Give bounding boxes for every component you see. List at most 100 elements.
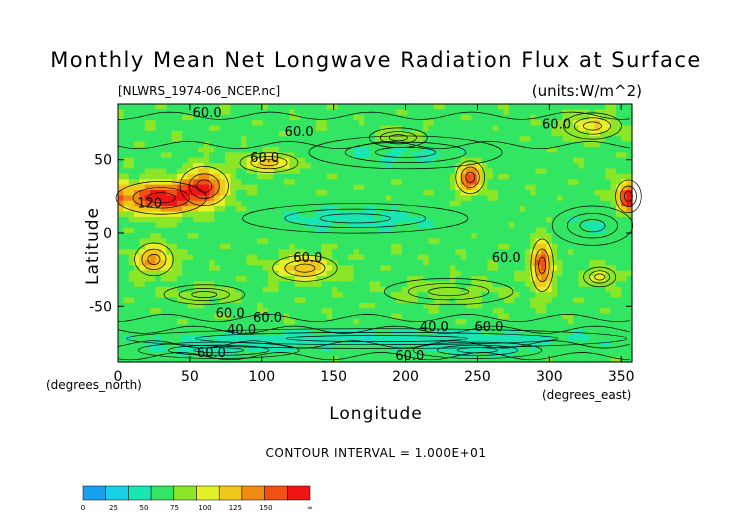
heatmap-cell — [540, 297, 547, 304]
heatmap-cell — [283, 243, 290, 250]
heatmap-cell — [423, 319, 430, 325]
heatmap-cell — [316, 297, 323, 304]
heatmap-cell — [144, 356, 151, 363]
heatmap-cell — [246, 286, 253, 293]
heatmap-cell — [166, 249, 173, 256]
heatmap-cell — [203, 319, 210, 325]
heatmap-cell — [423, 233, 430, 239]
heatmap-cell — [278, 216, 285, 223]
heatmap-cell — [209, 276, 215, 282]
heatmap-cell — [396, 233, 403, 239]
heatmap-cell — [278, 356, 285, 363]
heatmap-cell — [342, 233, 349, 239]
heatmap-cell — [433, 130, 440, 137]
heatmap-cell — [444, 200, 451, 207]
heatmap-cell — [358, 222, 365, 229]
heatmap-cell — [257, 168, 264, 175]
heatmap-cell — [530, 302, 537, 309]
heatmap-cell — [300, 286, 306, 293]
heatmap-cell — [385, 335, 392, 342]
heatmap-cell — [466, 329, 472, 336]
heatmap-cell — [139, 104, 146, 110]
heatmap-cell — [187, 319, 194, 325]
heatmap-cell — [583, 302, 590, 309]
heatmap-cell — [573, 356, 580, 363]
heatmap-cell — [348, 157, 355, 164]
heatmap-cell — [594, 184, 601, 191]
heatmap-cell — [449, 276, 456, 282]
heatmap-cell — [610, 292, 617, 299]
heatmap-cell — [610, 190, 617, 196]
heatmap-cell — [621, 276, 628, 282]
heatmap-cell — [316, 286, 323, 293]
heatmap-cell — [487, 195, 494, 202]
heatmap-cell — [444, 109, 451, 116]
heatmap-cell — [487, 335, 494, 342]
heatmap-cell — [412, 270, 419, 277]
heatmap-cell — [396, 147, 403, 153]
heatmap-cell — [342, 313, 349, 320]
heatmap-cell — [589, 243, 596, 250]
heatmap-cell — [407, 157, 414, 164]
heatmap-cell — [508, 292, 515, 299]
heatmap-cell — [198, 114, 205, 121]
heatmap-cell — [128, 168, 135, 175]
heatmap-cell — [155, 141, 162, 148]
heatmap-cell — [460, 292, 467, 299]
heatmap-cell — [385, 302, 392, 309]
heatmap-cell — [460, 313, 467, 320]
heatmap-cell — [578, 243, 585, 250]
heatmap-cell — [348, 249, 355, 256]
heatmap-cell — [273, 104, 280, 110]
heatmap-cell — [551, 168, 558, 175]
heatmap-cell — [444, 292, 451, 299]
heatmap-cell — [187, 120, 194, 127]
heatmap-cell — [241, 324, 248, 331]
heatmap-cell — [262, 125, 269, 132]
heatmap-cell — [380, 157, 387, 164]
heatmap-cell — [225, 206, 232, 213]
heatmap-cell — [203, 254, 210, 261]
heatmap-cell — [294, 276, 301, 282]
heatmap-cell — [198, 302, 205, 309]
heatmap-cell — [182, 286, 189, 293]
x-tick-label: 150 — [320, 369, 347, 385]
heatmap-cell — [176, 243, 183, 250]
heatmap-cell — [412, 233, 419, 239]
heatmap-cell — [503, 211, 510, 218]
heatmap-cell — [519, 302, 526, 309]
heatmap-cell — [482, 276, 489, 282]
heatmap-cell — [171, 190, 178, 196]
heatmap-cell — [348, 222, 355, 229]
heatmap-cell — [241, 302, 248, 309]
heatmap-cell — [118, 227, 124, 234]
heatmap-cell — [615, 249, 622, 256]
heatmap-cell — [487, 130, 494, 137]
heatmap-cell — [514, 329, 521, 336]
heatmap-cell — [626, 120, 633, 127]
heatmap-cell — [498, 270, 505, 277]
heatmap-cell — [219, 227, 226, 234]
heatmap-cell — [118, 356, 124, 363]
heatmap-cell — [621, 302, 628, 309]
heatmap-cell — [134, 152, 141, 159]
heatmap-cell — [187, 190, 194, 196]
heatmap-cell — [123, 114, 130, 121]
heatmap-cell — [321, 184, 328, 191]
heatmap-cell — [466, 195, 472, 202]
heatmap-cell — [605, 351, 612, 358]
heatmap-cell — [316, 351, 323, 358]
heatmap-cell — [540, 168, 547, 175]
heatmap-cell — [369, 147, 376, 153]
contour-line — [137, 341, 300, 359]
heatmap-cell — [225, 222, 232, 229]
heatmap-cell — [300, 200, 306, 207]
heatmap-cell — [257, 104, 264, 110]
heatmap-cell — [321, 313, 328, 320]
heatmap-cell — [289, 114, 296, 121]
heatmap-cell — [444, 324, 451, 331]
heatmap-cell — [514, 200, 521, 207]
heatmap-cell — [155, 206, 162, 213]
heatmap-cell — [321, 351, 328, 358]
heatmap-cell — [283, 292, 290, 299]
